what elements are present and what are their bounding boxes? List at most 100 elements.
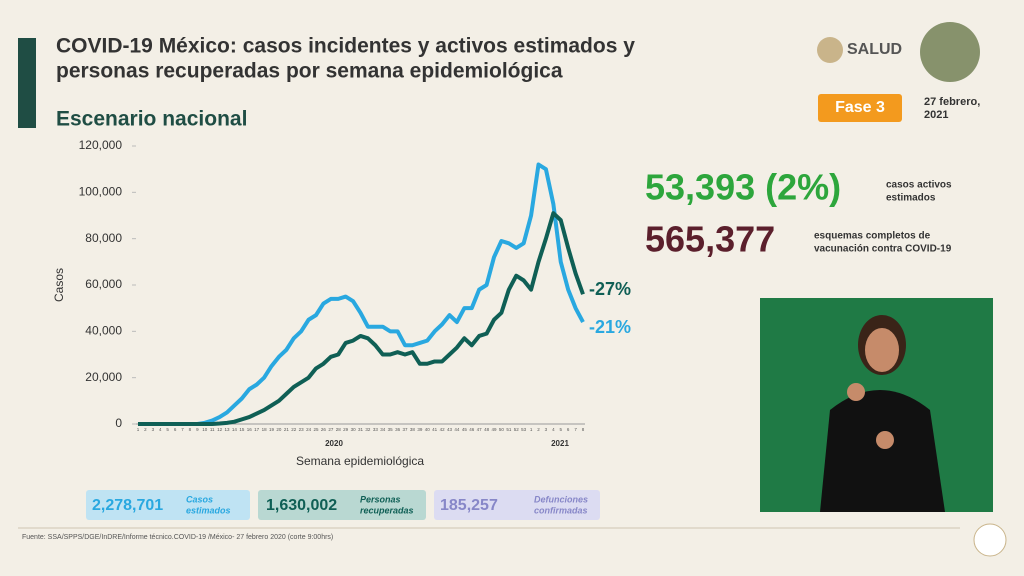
active-value: 53,393 (2%) [645, 167, 841, 208]
x-tick-label: 7 [181, 427, 184, 432]
x-tick-label: 10 [202, 427, 208, 432]
x-tick-label: 47 [477, 427, 483, 432]
x-tick-label: 22 [291, 427, 297, 432]
title: COVID-19 México: casos incidentes y acti… [56, 35, 635, 58]
x-tick-label: 6 [567, 427, 570, 432]
x-tick-label: 16 [247, 427, 253, 432]
x-tick-label: 49 [491, 427, 497, 432]
x-tick-label: 32 [365, 427, 371, 432]
x-tick-label: 36 [395, 427, 401, 432]
footer: Fuente: SSA/SPPS/DGE/InDRE/Informe técni… [22, 534, 333, 541]
x-tick-label: 15 [239, 427, 245, 432]
x-tick-label: 7 [574, 427, 577, 432]
logo-text: SALUD [847, 41, 902, 58]
x-tick-label: 48 [484, 427, 490, 432]
x-tick-label: 46 [469, 427, 475, 432]
x-tick-label: 8 [582, 427, 585, 432]
x-tick-label: 3 [152, 427, 155, 432]
x-tick-label: 24 [306, 427, 312, 432]
year-label: 2021 [551, 439, 569, 448]
x-tick-label: 44 [454, 427, 460, 432]
x-tick-label: 5 [559, 427, 562, 432]
y-tick-label: 40,000 [85, 324, 122, 338]
y-tick-label: 20,000 [85, 370, 122, 384]
x-tick-label: 1 [137, 427, 140, 432]
x-tick-label: 4 [552, 427, 555, 432]
vaccine-value: 565,377 [645, 219, 775, 260]
x-tick-label: 12 [217, 427, 223, 432]
box-label: Defunciones [534, 494, 588, 504]
x-tick-label: 6 [174, 427, 177, 432]
logo-2021 [920, 22, 980, 82]
logo-emblem [817, 37, 843, 63]
box-value: 185,257 [440, 497, 498, 514]
x-tick-label: 35 [388, 427, 394, 432]
line-annotation: -27% [589, 279, 631, 299]
x-tick-label: 4 [159, 427, 162, 432]
x-tick-label: 30 [351, 427, 357, 432]
x-tick-label: 25 [313, 427, 319, 432]
x-tick-label: 11 [210, 427, 215, 432]
x-tick-label: 51 [506, 427, 512, 432]
footer-logo [973, 523, 1007, 557]
box-label: Casos [186, 494, 213, 504]
year-label: 2020 [325, 439, 343, 448]
series-line [138, 162, 585, 426]
x-tick-label: 37 [402, 427, 408, 432]
x-tick-label: 40 [425, 427, 431, 432]
stat-box [86, 490, 250, 520]
x-tick-label: 13 [224, 427, 230, 432]
stat-box [258, 490, 426, 520]
x-tick-label: 41 [432, 427, 438, 432]
x-tick-label: 43 [447, 427, 453, 432]
vaccine-label: esquemas completos de [814, 231, 931, 242]
box-label: confirmadas [534, 505, 588, 515]
accent-bar [18, 38, 36, 128]
date: 2021 [924, 109, 948, 121]
y-tick-label: 0 [115, 416, 122, 430]
x-tick-label: 42 [440, 427, 446, 432]
series-line [138, 211, 585, 426]
x-tick-label: 45 [462, 427, 468, 432]
x-tick-label: 31 [358, 427, 364, 432]
x-tick-label: 14 [232, 427, 238, 432]
x-tick-label: 39 [417, 427, 423, 432]
x-axis-label: Semana epidemiológica [296, 454, 424, 468]
y-tick-label: 120,000 [79, 138, 123, 152]
box-value: 1,630,002 [266, 497, 337, 514]
y-tick-label: 80,000 [85, 231, 122, 245]
x-tick-label: 1 [530, 427, 533, 432]
y-axis-label: Casos [52, 268, 66, 302]
y-tick-label: 60,000 [85, 277, 122, 291]
x-tick-label: 28 [336, 427, 342, 432]
stat-box [434, 490, 600, 520]
x-tick-label: 3 [545, 427, 548, 432]
x-tick-label: 23 [299, 427, 305, 432]
active-label: casos activos [886, 180, 952, 191]
x-tick-label: 38 [410, 427, 416, 432]
x-tick-label: 9 [196, 427, 199, 432]
x-tick-label: 2 [537, 427, 540, 432]
x-tick-label: 53 [521, 427, 527, 432]
video-inset [760, 298, 993, 512]
x-tick-label: 8 [189, 427, 192, 432]
box-label: Personas [360, 494, 401, 504]
line-annotation: -21% [589, 317, 631, 337]
x-tick-label: 29 [343, 427, 349, 432]
box-label: recuperadas [360, 505, 414, 515]
active-label: estimados [886, 193, 936, 204]
title: personas recuperadas por semana epidemio… [56, 60, 563, 83]
x-tick-label: 21 [284, 427, 290, 432]
phase-text: Fase 3 [835, 99, 885, 116]
x-tick-label: 52 [514, 427, 520, 432]
x-tick-label: 5 [166, 427, 169, 432]
x-tick-label: 2 [144, 427, 147, 432]
x-tick-label: 27 [328, 427, 334, 432]
x-tick-label: 50 [499, 427, 505, 432]
y-tick-label: 100,000 [79, 185, 123, 199]
subtitle: Escenario nacional [56, 108, 247, 131]
x-tick-label: 33 [373, 427, 379, 432]
date: 27 febrero, [924, 96, 980, 108]
x-tick-label: 18 [262, 427, 268, 432]
